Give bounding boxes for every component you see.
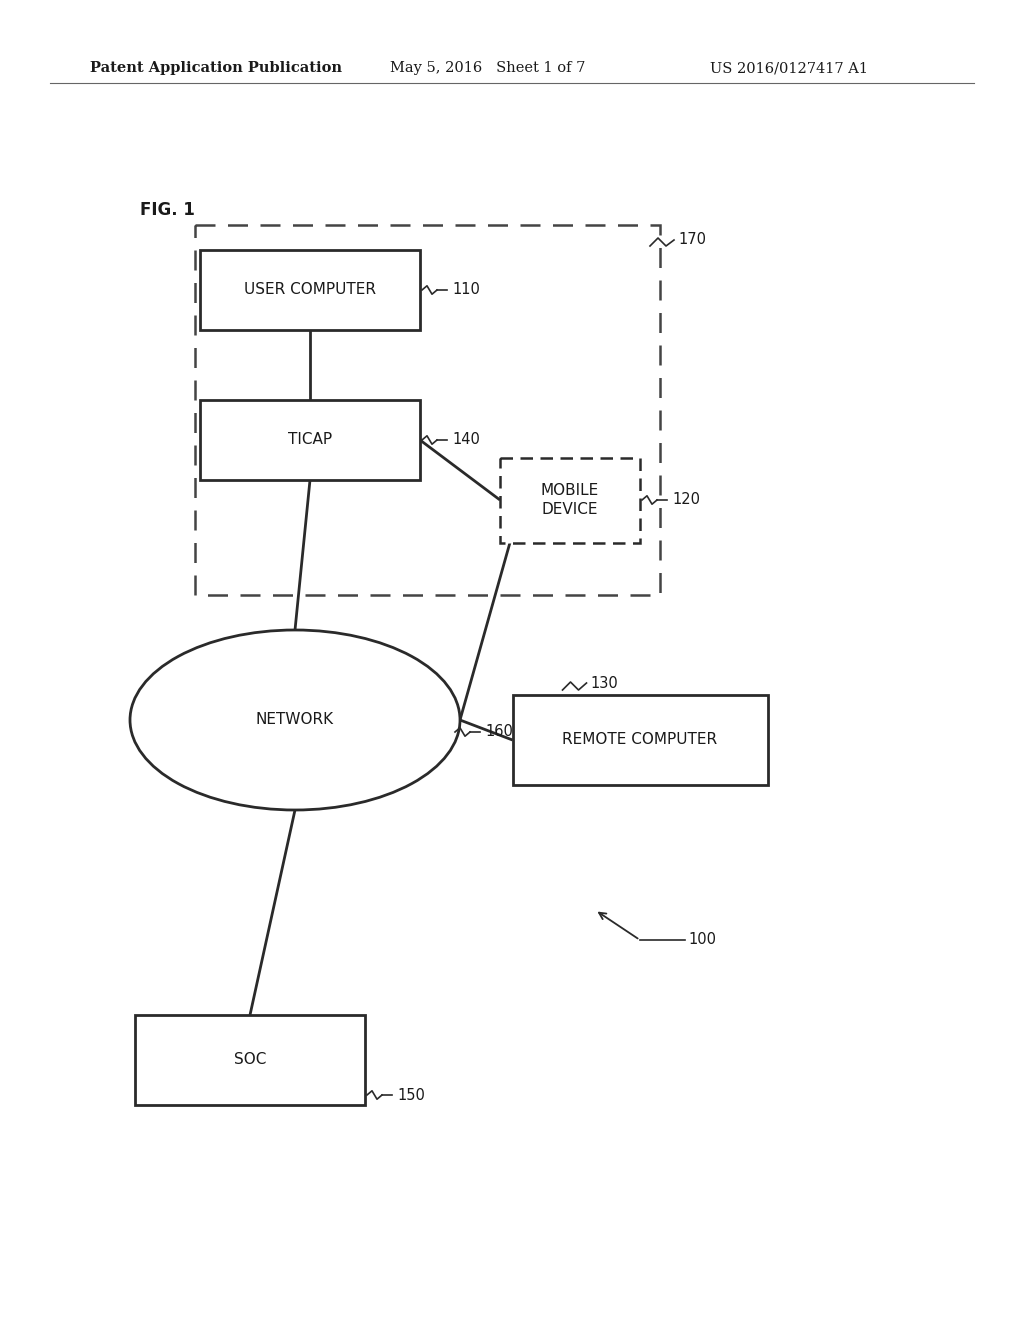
Bar: [200, 400, 420, 480]
Text: US 2016/0127417 A1: US 2016/0127417 A1: [710, 61, 868, 75]
Text: 130: 130: [591, 676, 618, 690]
Text: REMOTE COMPUTER: REMOTE COMPUTER: [562, 733, 718, 747]
Text: 170: 170: [678, 232, 706, 248]
Text: 140: 140: [452, 433, 480, 447]
Bar: [200, 249, 420, 330]
Text: TICAP: TICAP: [288, 433, 332, 447]
Bar: [195, 224, 660, 595]
Text: USER COMPUTER: USER COMPUTER: [244, 282, 376, 297]
Text: 120: 120: [672, 492, 700, 507]
Ellipse shape: [130, 630, 460, 810]
Text: 110: 110: [452, 282, 480, 297]
Bar: [512, 696, 768, 785]
Text: 150: 150: [397, 1088, 425, 1102]
Bar: [500, 458, 640, 543]
Text: NETWORK: NETWORK: [256, 713, 334, 727]
Text: Patent Application Publication: Patent Application Publication: [90, 61, 342, 75]
Bar: [135, 1015, 365, 1105]
Text: MOBILE
DEVICE: MOBILE DEVICE: [541, 483, 599, 517]
Text: 160: 160: [485, 725, 513, 739]
Text: 100: 100: [688, 932, 716, 948]
Text: FIG. 1: FIG. 1: [140, 201, 195, 219]
Text: SOC: SOC: [233, 1052, 266, 1068]
Text: May 5, 2016   Sheet 1 of 7: May 5, 2016 Sheet 1 of 7: [390, 61, 586, 75]
